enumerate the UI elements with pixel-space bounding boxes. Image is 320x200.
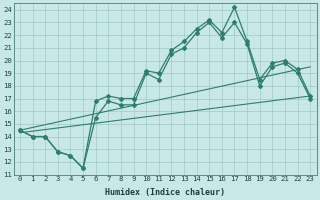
X-axis label: Humidex (Indice chaleur): Humidex (Indice chaleur): [105, 188, 225, 197]
